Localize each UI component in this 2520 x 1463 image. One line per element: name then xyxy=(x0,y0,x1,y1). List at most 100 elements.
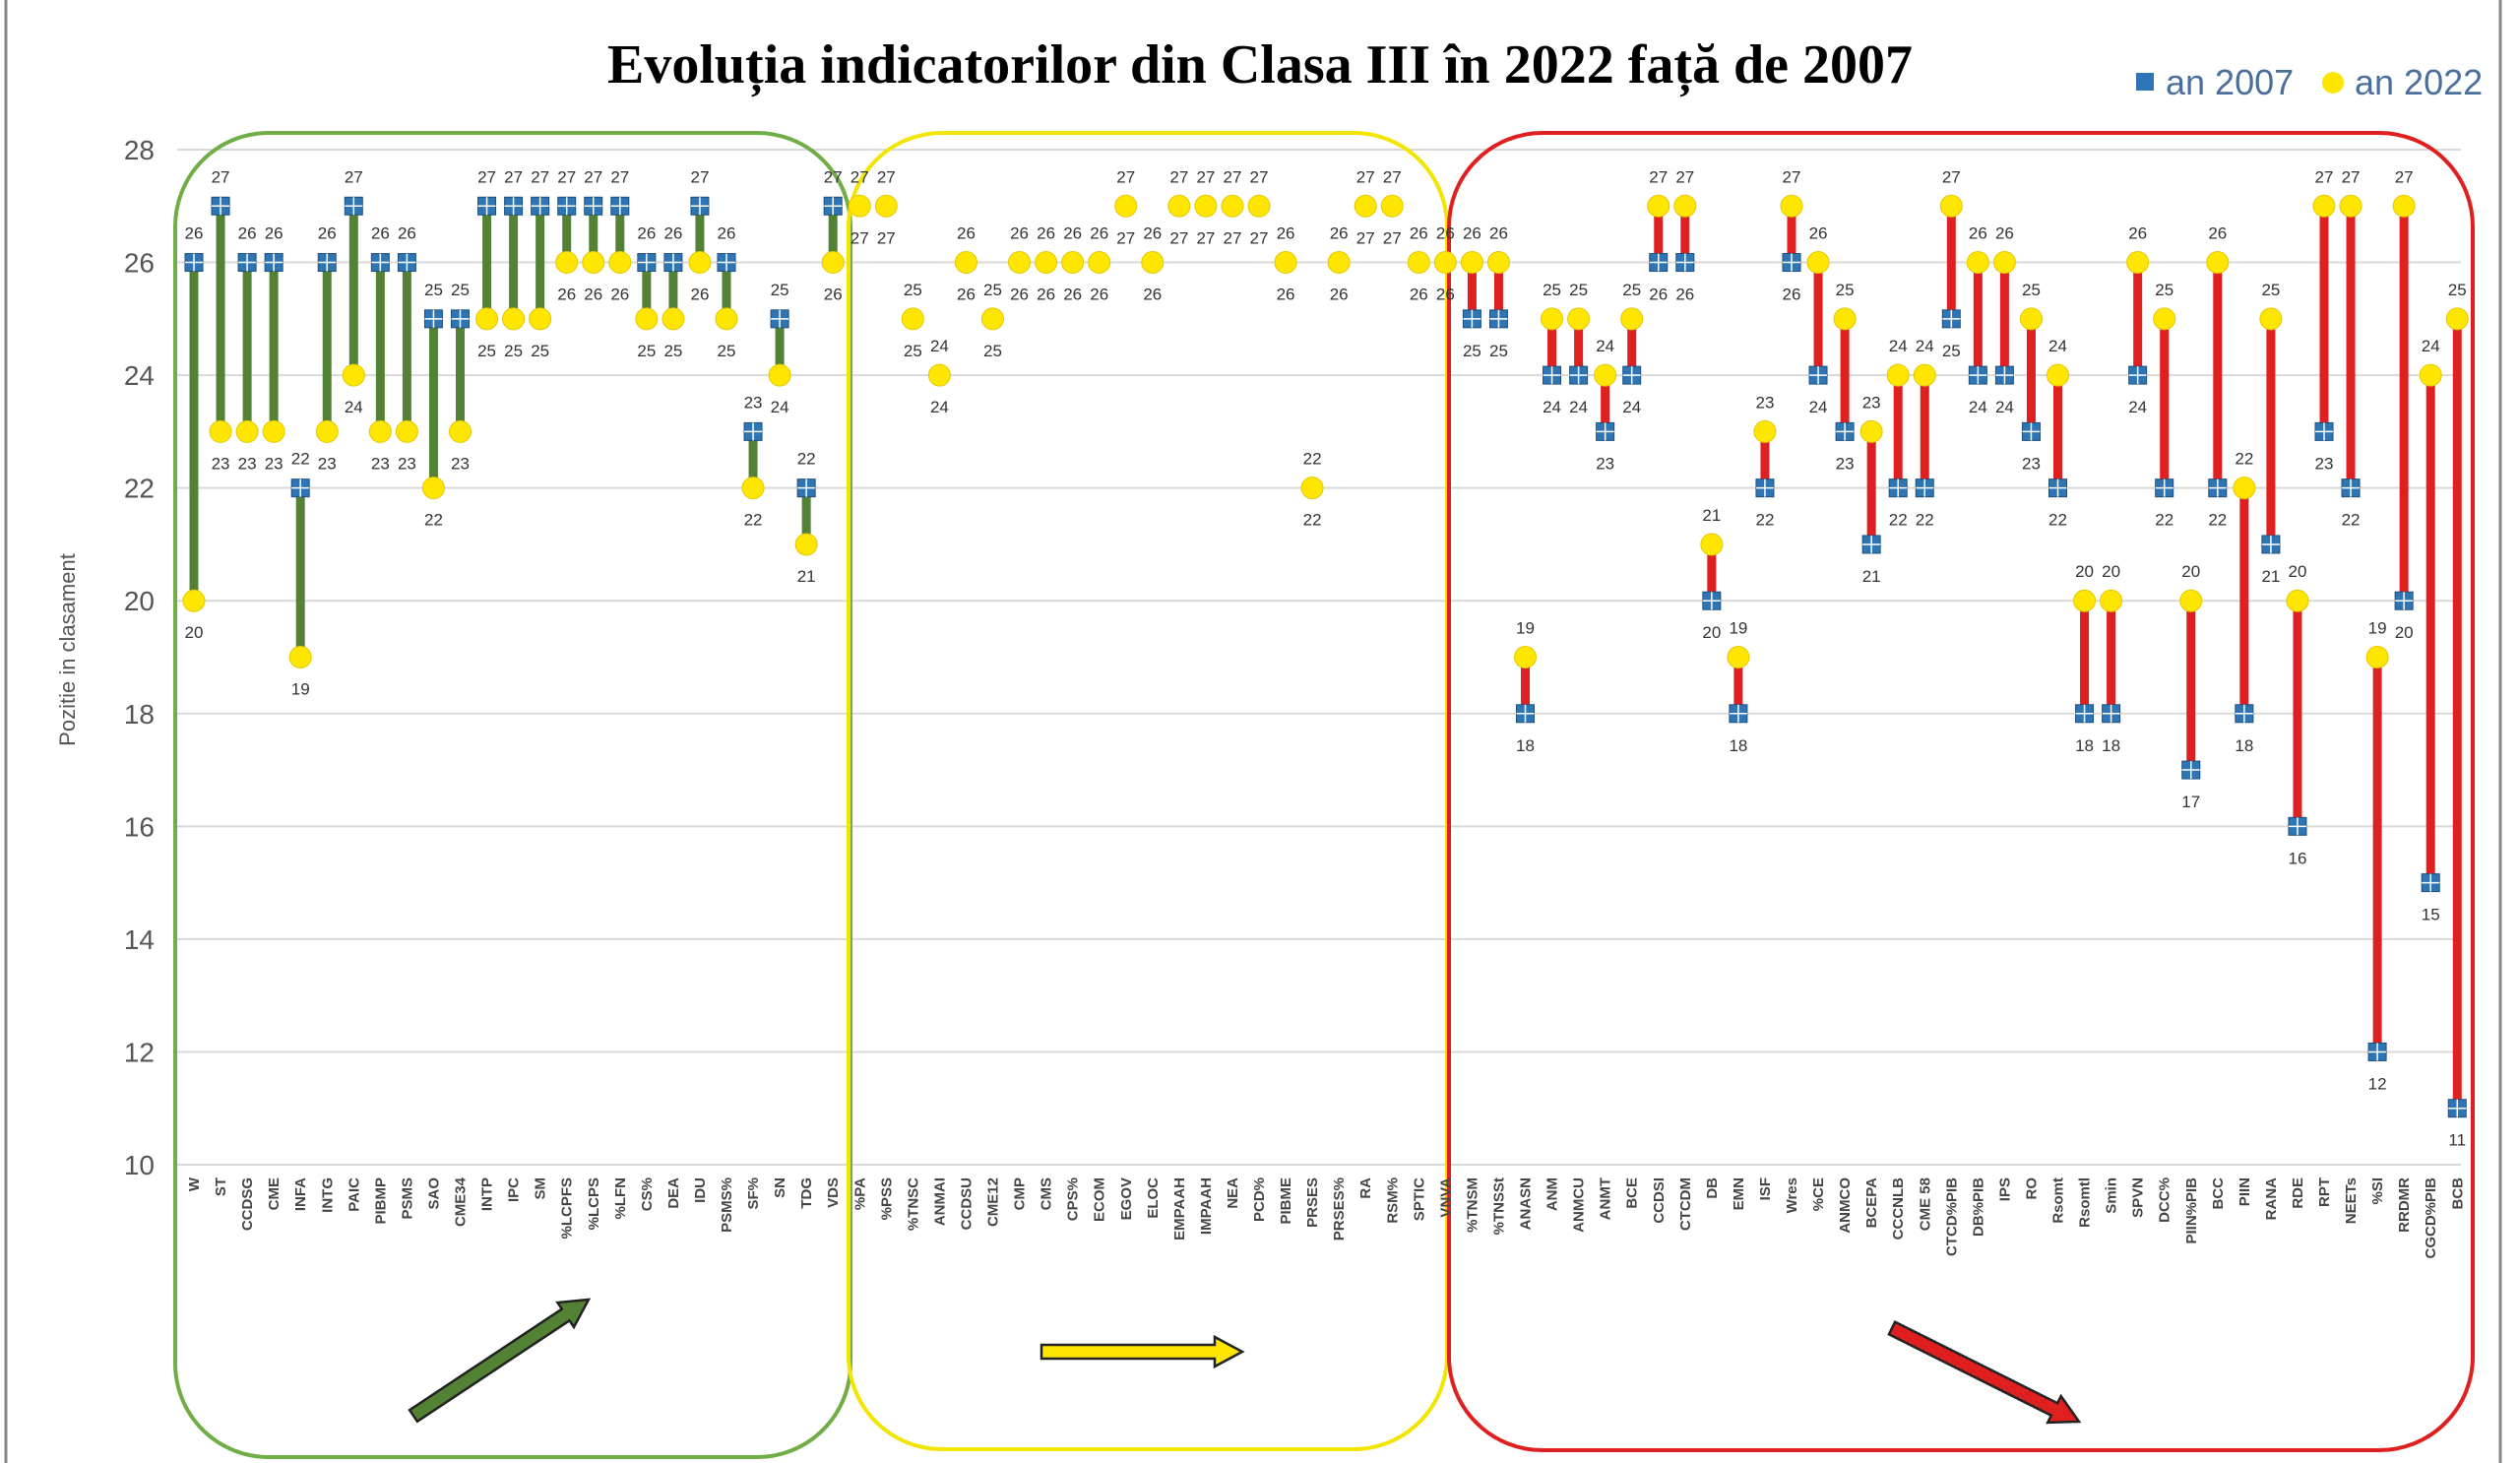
data-label-lower: 26 xyxy=(824,286,843,304)
x-tick-label: ANASN xyxy=(1518,1177,1535,1230)
x-tick-label: ANMT xyxy=(1598,1177,1614,1220)
data-label-upper: 26 xyxy=(2128,224,2147,243)
data-label-upper: 25 xyxy=(424,281,443,299)
x-tick-label: PAIC xyxy=(346,1177,362,1212)
data-label-upper: 25 xyxy=(771,281,789,299)
marker-2022 xyxy=(1194,194,1218,218)
data-label-lower: 24 xyxy=(2128,398,2147,416)
y-tick-label: 20 xyxy=(124,586,155,616)
x-tick-label: RO xyxy=(2023,1177,2040,1200)
marker-2022 xyxy=(1833,307,1857,331)
x-tick-label: RA xyxy=(1357,1177,1374,1199)
data-label-upper: 26 xyxy=(957,224,976,243)
data-label-upper: 24 xyxy=(2422,337,2440,355)
marker-2022 xyxy=(1886,363,1910,387)
data-label-upper: 21 xyxy=(1702,506,1721,525)
data-label-lower: 23 xyxy=(451,454,470,473)
grid xyxy=(177,149,2461,1166)
marker-2022 xyxy=(1247,194,1271,218)
marker-2022 xyxy=(502,307,526,331)
y-axis-label: Pozitie in clasament xyxy=(55,553,80,746)
group-box-worsened xyxy=(1447,131,2475,1452)
x-tick-label: ANM xyxy=(1544,1177,1561,1211)
marker-2022 xyxy=(1460,251,1483,275)
x-tick-label: INTP xyxy=(479,1177,496,1211)
data-label-upper: 20 xyxy=(2102,562,2120,581)
x-tick-label: CME xyxy=(266,1177,283,1210)
data-label-upper: 25 xyxy=(1543,281,1561,299)
data-label-upper: 27 xyxy=(477,167,496,186)
data-label-lower: 19 xyxy=(291,680,310,699)
x-tick-labels: W ST CCDSG CME INFA INTG PAIC PIBMP PSMS SAO CME34… xyxy=(186,1177,2466,1258)
marker-2022 xyxy=(2392,194,2416,218)
data-label-lower: 24 xyxy=(1543,398,1561,416)
x-tick-label: EMN xyxy=(1731,1177,1747,1210)
marker-2022 xyxy=(1673,194,1697,218)
data-label-lower: 26 xyxy=(1410,286,1428,304)
marker-2022 xyxy=(1727,646,1750,668)
x-tick-label: PIIN xyxy=(2236,1177,2253,1206)
x-tick-label: IPC xyxy=(506,1177,523,1202)
data-label-upper: 27 xyxy=(345,167,363,186)
trend-arrows xyxy=(408,1298,2082,1425)
data-label-upper: 26 xyxy=(1489,224,1508,243)
data-label-lower: 22 xyxy=(2208,511,2227,530)
marker-2022 xyxy=(1274,251,1297,275)
x-tick-label: BCC xyxy=(2210,1177,2227,1210)
data-label-lower: 23 xyxy=(265,454,284,473)
marker-2022 xyxy=(768,363,791,387)
data-label-upper: 25 xyxy=(2448,281,2467,299)
data-label-lower: 26 xyxy=(557,286,576,304)
data-label-lower: 25 xyxy=(663,342,682,360)
data-label-lower: 27 xyxy=(850,228,869,247)
marker-2022 xyxy=(235,419,259,443)
data-label-lower: 23 xyxy=(1596,454,1614,473)
marker-2022 xyxy=(2019,307,2043,331)
x-tick-label: PRSES% xyxy=(1331,1177,1348,1240)
marker-2022 xyxy=(2259,307,2283,331)
data-label-lower: 17 xyxy=(2181,793,2200,811)
x-tick-label: CME34 xyxy=(453,1177,470,1227)
x-tick-label: CS% xyxy=(639,1177,656,1211)
data-label-lower: 24 xyxy=(1969,398,1987,416)
data-label-upper: 27 xyxy=(690,167,709,186)
marker-2022 xyxy=(1514,646,1537,668)
x-tick-label: CMS xyxy=(1039,1177,1055,1210)
data-label-lower: 26 xyxy=(957,286,976,304)
marker-2022 xyxy=(662,307,685,331)
data-label-upper: 26 xyxy=(637,224,656,243)
x-tick-label: CCCNLB xyxy=(1890,1177,1907,1240)
marker-2022 xyxy=(2179,589,2203,612)
data-label-upper: 27 xyxy=(531,167,549,186)
marker-2022 xyxy=(1141,251,1165,275)
data-label-lower: 24 xyxy=(1569,398,1588,416)
data-label-upper: 26 xyxy=(398,224,416,243)
x-tick-label: IMPAAH xyxy=(1198,1177,1215,1235)
x-tick-label: ANMCU xyxy=(1571,1177,1588,1233)
x-tick-label: Wres xyxy=(1784,1177,1800,1213)
legend-label-2007: an 2007 xyxy=(2166,62,2294,102)
data-label-upper: 26 xyxy=(1037,224,1055,243)
data-label-upper: 26 xyxy=(1090,224,1108,243)
data-label-upper: 26 xyxy=(238,224,257,243)
data-label-lower: 26 xyxy=(584,286,602,304)
data-label-upper: 19 xyxy=(2368,619,2387,638)
marker-2022 xyxy=(1221,194,1244,218)
x-tick-label: ANMCO xyxy=(1837,1177,1854,1234)
x-tick-label: CME 58 xyxy=(1917,1177,1933,1231)
y-tick-label: 14 xyxy=(124,924,155,955)
marker-2022 xyxy=(1620,307,1644,331)
marker-2022 xyxy=(262,419,285,443)
data-label-lower: 26 xyxy=(1090,286,1108,304)
data-label-upper: 25 xyxy=(2261,281,2280,299)
data-label-upper: 26 xyxy=(185,224,204,243)
marker-2022 xyxy=(1753,419,1777,443)
x-tick-label: VDS xyxy=(825,1177,842,1208)
marker-2022 xyxy=(821,251,845,275)
marker-2022 xyxy=(1061,251,1085,275)
x-tick-label: W xyxy=(186,1177,203,1191)
data-label-lower: 20 xyxy=(185,623,204,642)
data-label-upper: 27 xyxy=(824,167,843,186)
data-label-lower: 24 xyxy=(930,398,949,416)
